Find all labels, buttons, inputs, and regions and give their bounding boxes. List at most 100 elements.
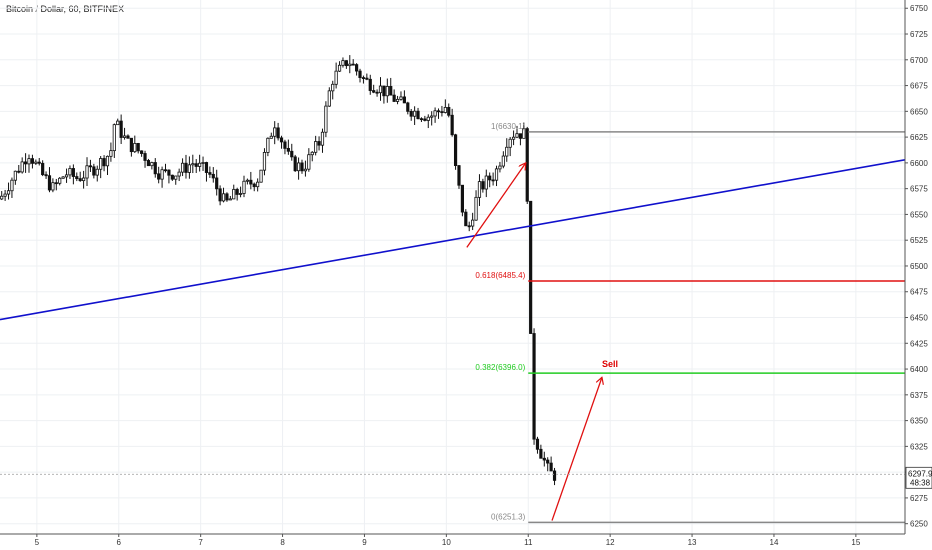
candle-body bbox=[535, 438, 540, 450]
candle-body bbox=[307, 154, 311, 170]
candle-body bbox=[215, 177, 219, 190]
candle-body bbox=[218, 188, 222, 202]
candle-body bbox=[443, 106, 447, 113]
candle-body bbox=[235, 189, 239, 195]
candle-body bbox=[406, 102, 410, 112]
candle-body bbox=[187, 164, 191, 173]
candle-body bbox=[126, 135, 130, 139]
candle-body bbox=[6, 190, 11, 195]
y-tick-label: 6250 bbox=[910, 520, 928, 529]
candle-body bbox=[122, 135, 127, 138]
y-tick-label: 6350 bbox=[910, 417, 928, 426]
candle-body bbox=[511, 136, 516, 140]
candle-body bbox=[180, 162, 185, 173]
candle-body bbox=[505, 146, 509, 157]
y-tick-label: 6675 bbox=[910, 82, 928, 91]
candle-body bbox=[303, 168, 308, 172]
candle-body bbox=[129, 137, 133, 153]
candle-body bbox=[194, 163, 198, 167]
candle-body bbox=[153, 162, 157, 175]
candle-body bbox=[102, 158, 106, 167]
candle-body bbox=[494, 168, 499, 181]
candle-body bbox=[208, 172, 212, 175]
candle-body bbox=[167, 169, 171, 176]
candle-body bbox=[99, 158, 103, 170]
x-tick-label: 7 bbox=[198, 538, 203, 547]
candle-body bbox=[508, 138, 512, 148]
candle-body bbox=[358, 70, 362, 78]
candle-body bbox=[498, 165, 502, 170]
x-tick-label: 9 bbox=[362, 538, 367, 547]
candle-body bbox=[314, 141, 318, 153]
fib-level-label: 0.618(6485.4) bbox=[475, 271, 525, 280]
candle-body bbox=[133, 143, 137, 153]
candle-body bbox=[419, 118, 424, 121]
candle-body bbox=[3, 193, 7, 197]
y-tick-label: 6375 bbox=[910, 391, 928, 400]
candle-body bbox=[546, 459, 550, 464]
candle-body bbox=[140, 150, 144, 154]
y-tick-label: 6325 bbox=[910, 442, 928, 451]
candle-body bbox=[368, 78, 372, 91]
candle-body bbox=[525, 128, 529, 202]
y-tick-label: 6750 bbox=[910, 4, 928, 13]
candle-body bbox=[27, 158, 31, 165]
candle-body bbox=[416, 110, 420, 120]
candle-body bbox=[317, 141, 321, 146]
candle-body bbox=[436, 110, 441, 113]
x-tick-label: 12 bbox=[606, 538, 615, 547]
x-tick-label: 8 bbox=[280, 538, 285, 547]
candle-body bbox=[375, 91, 379, 94]
y-tick-label: 6625 bbox=[910, 133, 928, 142]
y-tick-label: 6425 bbox=[910, 339, 928, 348]
candle-body bbox=[225, 193, 229, 201]
candle-body bbox=[146, 160, 151, 167]
y-tick-label: 6700 bbox=[910, 56, 928, 65]
candle-body bbox=[184, 162, 188, 173]
candle-body bbox=[471, 219, 475, 227]
candle-body bbox=[279, 137, 284, 143]
candle-body bbox=[324, 105, 328, 133]
candle-body bbox=[355, 64, 359, 72]
candle-body bbox=[238, 193, 243, 195]
trendline bbox=[0, 158, 906, 321]
y-tick-label: 6650 bbox=[910, 107, 928, 116]
candle-body bbox=[211, 173, 215, 179]
candle-body bbox=[290, 150, 294, 158]
candle-body bbox=[518, 133, 523, 139]
chart-title: Bitcoin / Dollar, 60, BITFINEX bbox=[6, 4, 125, 14]
candle-body bbox=[191, 163, 195, 166]
y-tick-label: 6575 bbox=[910, 185, 928, 194]
candle-body bbox=[389, 86, 393, 96]
candle-body bbox=[529, 200, 533, 334]
candle-body bbox=[95, 168, 99, 176]
candle-body bbox=[37, 161, 41, 164]
candle-body bbox=[348, 63, 352, 67]
price-tag[interactable] bbox=[905, 466, 932, 489]
candle-body bbox=[259, 169, 263, 183]
candle-body bbox=[361, 77, 366, 79]
candle-body bbox=[460, 184, 464, 213]
candle-body bbox=[341, 60, 345, 66]
candle-body bbox=[163, 169, 168, 172]
candle-body bbox=[143, 153, 147, 161]
candle-body bbox=[430, 115, 434, 118]
y-tick-label: 6450 bbox=[910, 314, 928, 323]
x-tick-label: 13 bbox=[688, 538, 697, 547]
candle-body bbox=[269, 135, 273, 139]
candle-body bbox=[88, 165, 93, 168]
candle-body bbox=[488, 175, 492, 181]
candle-body bbox=[440, 111, 444, 114]
candle-body bbox=[256, 181, 260, 188]
candle-body bbox=[13, 170, 17, 181]
candle-body bbox=[337, 64, 342, 72]
candle-body bbox=[75, 176, 79, 180]
y-tick-label: 6550 bbox=[910, 210, 928, 219]
candle-body bbox=[105, 155, 110, 167]
candle-body bbox=[532, 333, 536, 440]
candle-body bbox=[20, 161, 24, 173]
price-tag-countdown: 48:38 bbox=[910, 478, 931, 487]
candle-body bbox=[150, 162, 154, 167]
